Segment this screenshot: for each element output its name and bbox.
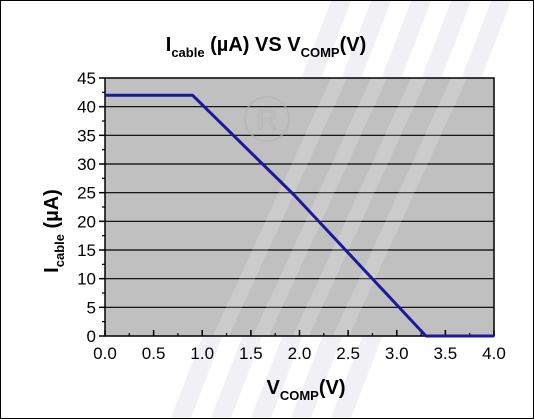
x-axis-label: VCOMP(V) — [266, 377, 345, 403]
plot-area — [105, 78, 494, 336]
x-tick-label: 4.0 — [482, 344, 506, 363]
xlabel-sub: COMP — [280, 388, 319, 403]
y-tick-label: 5 — [87, 298, 96, 317]
ylabel-unit: (µA) — [41, 189, 63, 234]
plot-watermark-stripes — [213, 78, 467, 336]
xlabel-unit: (V) — [319, 377, 346, 399]
y-tick-label: 45 — [77, 69, 96, 88]
gridlines — [105, 106, 494, 308]
y-tick-label: 40 — [77, 98, 96, 117]
x-tick-label: 3.5 — [434, 344, 458, 363]
y-tick-label: 25 — [77, 184, 96, 203]
y-tick-label: 15 — [77, 241, 96, 260]
x-tick-label: 3.0 — [385, 344, 409, 363]
y-tick-labels: 0 5 10 15 20 25 30 35 40 45 — [77, 69, 96, 346]
x-tick-label: 2.5 — [336, 344, 360, 363]
y-tick-label: 30 — [77, 155, 96, 174]
series-line — [105, 93, 494, 338]
x-tick-label: 1.0 — [190, 344, 214, 363]
title-prefix-sub: cable — [171, 45, 204, 60]
y-tick-label: 35 — [77, 126, 96, 145]
y-tick-label: 10 — [77, 270, 96, 289]
registered-watermark-letter: R — [257, 104, 277, 135]
ylabel-sub: cable — [52, 234, 67, 267]
x-tick-label: 0.5 — [142, 344, 166, 363]
x-tick-label: 0.0 — [93, 344, 117, 363]
plot-watermark-stripe — [253, 78, 387, 336]
y-tick-label: 20 — [77, 212, 96, 231]
y-tick-label: 0 — [87, 327, 96, 346]
x-tick-labels: 0.0 0.5 1.0 1.5 2.0 2.5 3.0 3.5 4.0 — [93, 344, 506, 363]
y-axis-label: Icable (µA) — [41, 189, 67, 273]
ylabel-main: I — [41, 267, 63, 273]
registered-watermark: R — [244, 96, 290, 142]
axis-ticks — [99, 77, 495, 337]
xlabel-main: V — [266, 377, 280, 399]
title-middle: (µA) VS V — [205, 34, 302, 56]
title-suffix-sub: COMP — [301, 45, 340, 60]
plot-watermark-stripe — [213, 78, 347, 336]
x-tick-label: 2.0 — [288, 344, 312, 363]
plot-watermark-stripe — [293, 78, 427, 336]
title-suffix: (V) — [340, 34, 367, 56]
x-tick-label: 1.5 — [239, 344, 263, 363]
registered-watermark-ring — [244, 96, 290, 142]
title-prefix: I — [166, 34, 172, 56]
chart-title: Icable (µA) VS VCOMP(V) — [166, 34, 366, 60]
